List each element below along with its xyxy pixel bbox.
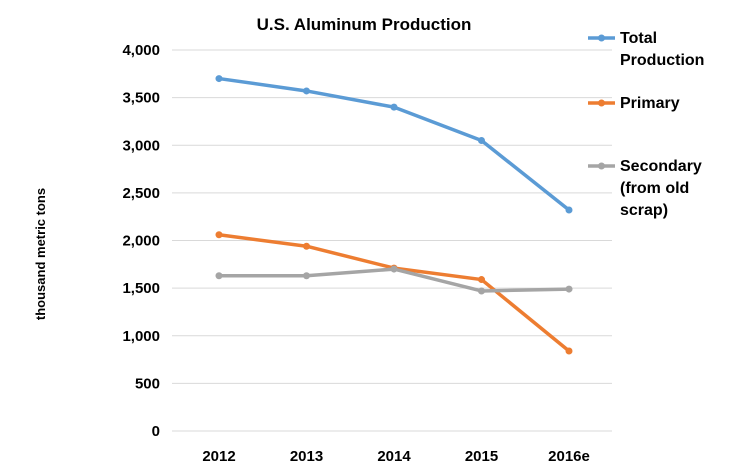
- series-secondary-from-old-scrap: [215, 265, 573, 295]
- legend-entry: Primary: [588, 95, 680, 112]
- data-point: [478, 287, 485, 295]
- gridlines: [172, 49, 612, 432]
- data-point: [303, 272, 310, 280]
- data-point: [215, 75, 223, 83]
- legend-label: Primary: [620, 95, 680, 112]
- legend-label: Total: [620, 30, 657, 47]
- y-tick-label: 4,000: [122, 42, 160, 59]
- data-point: [478, 136, 485, 144]
- data-point: [215, 272, 223, 280]
- data-point: [565, 347, 573, 355]
- legend-marker: [598, 99, 605, 107]
- x-tick-label: 2013: [290, 448, 323, 465]
- data-point: [215, 231, 223, 239]
- legend: Total Production Primary Secondary (from old…: [588, 30, 704, 219]
- legend-marker: [598, 34, 605, 42]
- legend-entry: Secondary (from old scrap): [588, 158, 702, 219]
- data-point: [565, 285, 573, 293]
- legend-entry: Total Production: [588, 30, 704, 69]
- legend-label: scrap): [620, 202, 668, 219]
- x-tick-label: 2016e: [548, 448, 590, 465]
- y-tick-label: 2,000: [122, 233, 160, 250]
- legend-label: Production: [620, 52, 704, 69]
- y-tick-label: 3,500: [122, 90, 160, 107]
- series-lines: [215, 75, 573, 355]
- data-point: [565, 206, 573, 214]
- chart-title: U.S. Aluminum Production: [257, 15, 472, 34]
- x-axis-ticks: 2012 2013 2014 2015 2016e: [202, 448, 590, 465]
- y-axis-ticks: 0 500 1,000 1,500 2,000 2,500 3,000 3,500 4,000: [122, 42, 160, 440]
- series-total-production: [215, 75, 573, 214]
- y-tick-label: 0: [152, 423, 160, 440]
- x-tick-label: 2015: [465, 448, 498, 465]
- legend-label: Secondary: [620, 158, 702, 175]
- data-point: [390, 103, 398, 111]
- y-axis-label: thousand metric tons: [33, 188, 48, 320]
- data-point: [303, 242, 310, 250]
- x-tick-label: 2012: [202, 448, 235, 465]
- legend-marker: [598, 162, 605, 170]
- data-point: [303, 87, 310, 95]
- y-tick-label: 1,500: [122, 280, 160, 297]
- y-tick-label: 2,500: [122, 185, 160, 202]
- data-point: [478, 276, 485, 284]
- series-line: [217, 233, 571, 353]
- y-tick-label: 1,000: [122, 328, 160, 345]
- y-tick-label: 3,000: [122, 137, 160, 154]
- legend-label: (from old: [620, 180, 689, 197]
- data-point: [390, 265, 398, 273]
- series-line: [217, 76, 571, 212]
- x-tick-label: 2014: [377, 448, 411, 465]
- y-tick-label: 500: [135, 375, 160, 392]
